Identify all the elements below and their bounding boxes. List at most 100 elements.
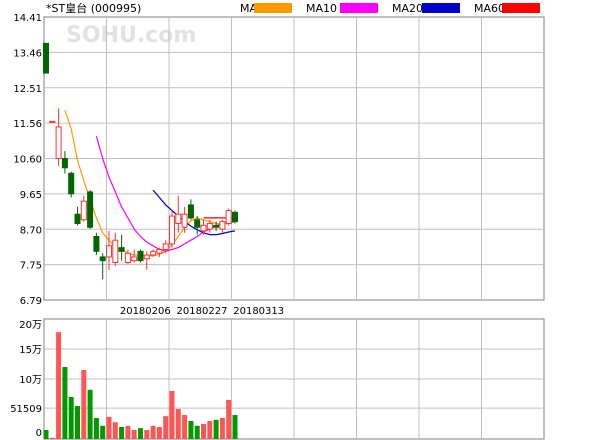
volume-bar xyxy=(106,416,112,439)
volume-y-tick-label: 15万 xyxy=(19,345,42,356)
price-panel: 14.41 13.46 12.51 11.56 10.60 9.65 8.70 7.75 6.7… xyxy=(13,13,545,317)
candle xyxy=(68,171,75,198)
price-y-tick-label: 8.70 xyxy=(20,225,42,236)
ma-line-ma5 xyxy=(64,110,236,257)
candle xyxy=(80,195,87,222)
volume-bar xyxy=(138,428,143,439)
candle-body xyxy=(213,224,220,228)
volume-y-tick-label: 0 xyxy=(36,428,42,439)
candle xyxy=(150,249,157,257)
candle-body xyxy=(74,213,81,224)
candle-body xyxy=(143,254,150,260)
candle-body xyxy=(181,213,188,228)
candle xyxy=(225,208,232,226)
volume-bar xyxy=(125,425,131,439)
volume-bar xyxy=(182,415,188,439)
candle-body xyxy=(124,252,131,263)
volume-bar xyxy=(62,367,68,439)
volume-bar xyxy=(226,400,232,439)
volume-bar xyxy=(144,430,150,439)
price-x-tick-label: 20180313 xyxy=(233,306,284,317)
candle-body xyxy=(68,172,75,195)
price-y-tick-label: 9.65 xyxy=(20,190,42,201)
volume-grid xyxy=(44,319,544,439)
candle xyxy=(206,219,213,233)
candle-body xyxy=(49,120,56,123)
candle xyxy=(43,42,49,74)
legend-ma10-label: MA10 xyxy=(306,2,337,15)
candle-body xyxy=(187,204,194,219)
price-y-tick-label: 10.60 xyxy=(13,155,42,166)
volume-bar xyxy=(81,370,87,439)
volume-y-tick-label: 51509 xyxy=(10,404,42,415)
candle-body xyxy=(112,239,119,263)
candle xyxy=(232,210,238,224)
candle-body xyxy=(106,245,112,258)
candle xyxy=(194,216,201,235)
candle-body xyxy=(200,224,207,232)
candle xyxy=(187,199,194,220)
candle-body xyxy=(43,42,49,74)
volume-bar xyxy=(188,421,194,439)
volume-bar xyxy=(49,437,55,439)
volume-y-tick-label: 10万 xyxy=(19,375,42,386)
volume-bar xyxy=(175,409,181,439)
legend-ma10-swatch xyxy=(340,3,378,13)
candle xyxy=(143,251,150,270)
candle xyxy=(137,249,144,263)
volume-bar xyxy=(169,391,175,439)
price-y-tick-label: 7.75 xyxy=(20,261,42,272)
moving-average-lines xyxy=(64,110,236,257)
candle-body xyxy=(93,235,100,252)
volume-bar xyxy=(150,425,156,439)
legend: MA5 MA10 MA20 MA60 xyxy=(240,2,540,15)
volume-y-axis: 20万 15万 10万 51509 0 xyxy=(10,320,42,439)
candle xyxy=(61,151,68,174)
volume-bar xyxy=(201,424,206,439)
price-x-tick-label: 20180227 xyxy=(177,306,228,317)
candle-body xyxy=(225,209,232,224)
legend-ma5-swatch xyxy=(254,3,292,13)
candle xyxy=(181,206,188,233)
stock-title: *ST皇台 (000995) xyxy=(46,1,141,15)
volume-bar xyxy=(75,406,80,439)
candle xyxy=(49,120,56,123)
volume-bar xyxy=(163,416,169,439)
candle xyxy=(219,219,226,233)
candle xyxy=(118,234,125,261)
candle-body xyxy=(99,256,106,262)
volume-bar xyxy=(56,332,62,439)
volume-panel: 20万 15万 10万 51509 0 xyxy=(10,318,545,440)
legend-ma60-swatch xyxy=(502,3,540,13)
candle xyxy=(175,195,182,233)
candle-body xyxy=(156,248,163,254)
candle xyxy=(213,221,220,231)
volume-bar xyxy=(87,389,93,439)
candle-body xyxy=(150,250,157,256)
candlesticks xyxy=(43,42,238,280)
candle-body xyxy=(55,126,62,159)
price-y-tick-label: 6.79 xyxy=(20,296,42,307)
watermark-text: SOHU.com xyxy=(66,23,196,48)
candle-body xyxy=(219,221,226,230)
price-grid xyxy=(44,17,544,300)
candle-body xyxy=(80,200,87,221)
price-y-tick-label: 14.41 xyxy=(13,13,42,24)
volume-bar xyxy=(119,427,125,439)
volume-bar xyxy=(68,397,74,439)
ma-line-ma20 xyxy=(152,189,236,236)
candle xyxy=(131,249,138,263)
candle-body xyxy=(87,191,94,228)
candle-body xyxy=(194,219,201,228)
candle xyxy=(156,247,163,257)
price-y-tick-label: 12.51 xyxy=(13,84,42,95)
candle-body xyxy=(118,247,125,252)
legend-ma20-swatch xyxy=(422,3,460,13)
candle-body xyxy=(137,250,144,262)
legend-ma20-label: MA20 xyxy=(392,2,423,15)
volume-y-tick-label: 20万 xyxy=(19,320,42,331)
candle xyxy=(106,230,112,270)
volume-bar xyxy=(232,415,238,439)
volume-bar xyxy=(219,418,225,439)
